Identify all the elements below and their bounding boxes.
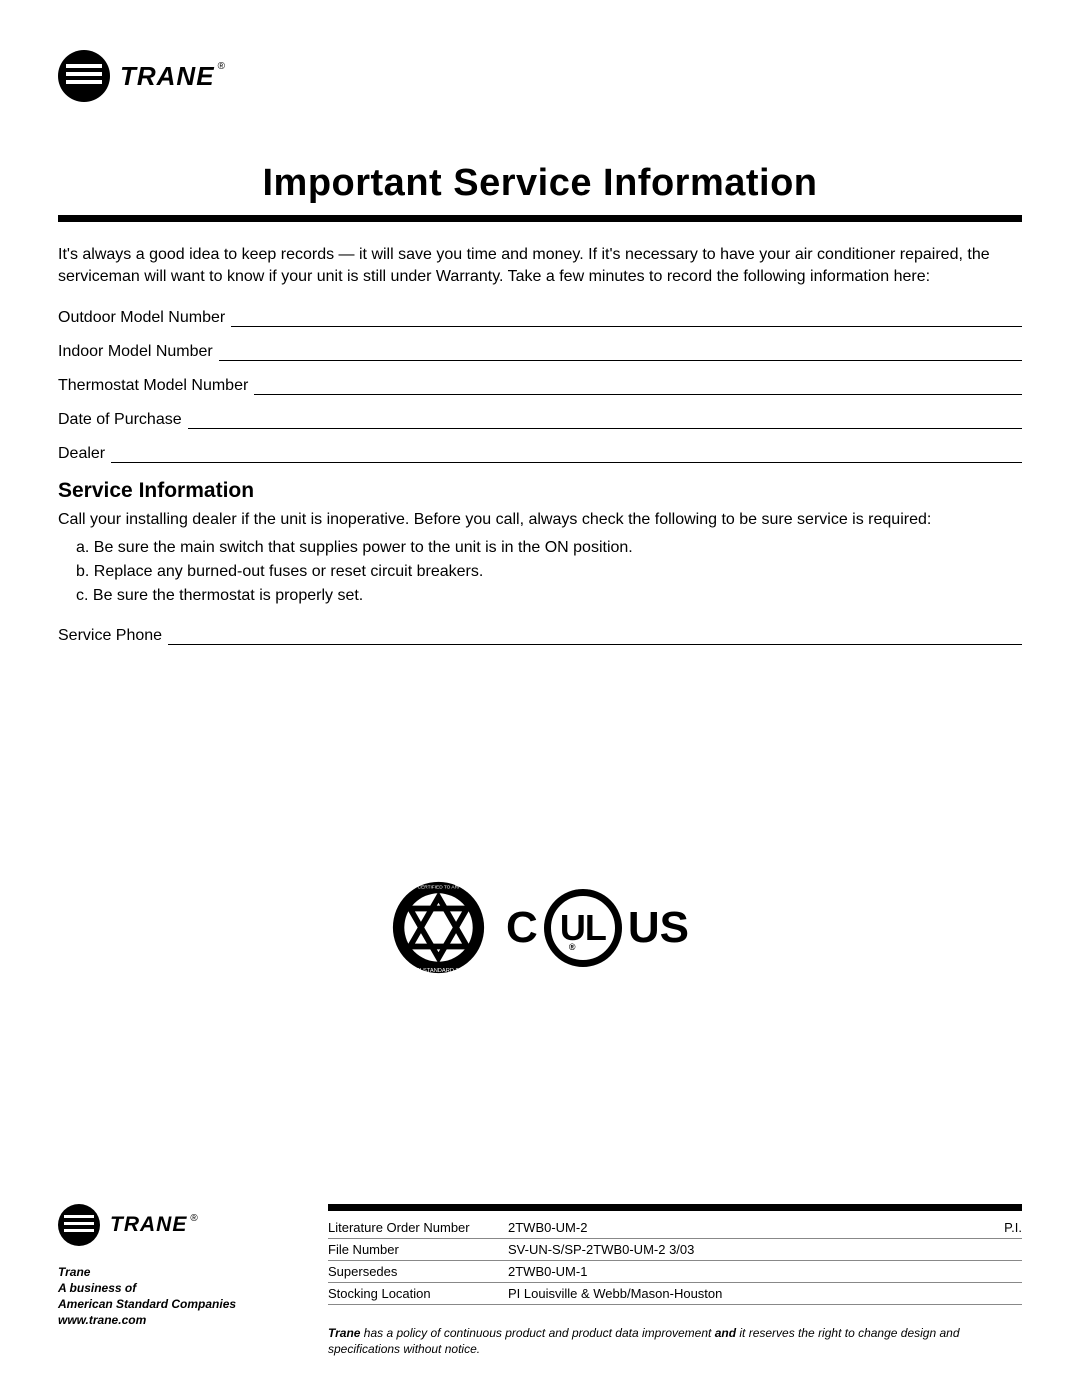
field-label: Outdoor Model Number [58, 309, 225, 327]
brand-logo-top: TRANE® [58, 50, 1022, 102]
field-blank-line [111, 449, 1022, 463]
list-item: b. Replace any burned-out fuses or reset… [76, 563, 1022, 581]
brand-registered: ® [190, 1213, 197, 1224]
company-line: American Standard Companies [58, 1296, 278, 1312]
field-blank-line [168, 631, 1022, 645]
table-row: Literature Order Number 2TWB0-UM-2 P.I. [328, 1217, 1022, 1239]
company-line: www.trane.com [58, 1312, 278, 1328]
service-intro: Call your installing dealer if the unit … [58, 511, 1022, 529]
field-label: Thermostat Model Number [58, 377, 248, 395]
intro-text: It's always a good idea to keep records … [58, 244, 1022, 287]
table-row: Stocking Location PI Louisville & Webb/M… [328, 1282, 1022, 1304]
ari-badge-icon: ARI STANDARD 240 CERTIFIED TO ARI [391, 880, 486, 975]
field-blank-line [219, 347, 1022, 361]
field-service-phone[interactable]: Service Phone [58, 627, 1022, 645]
brand-registered: ® [218, 61, 225, 72]
company-info: Trane A business of American Standard Co… [58, 1264, 278, 1329]
doc-key: Stocking Location [328, 1282, 508, 1304]
document-info-table: Literature Order Number 2TWB0-UM-2 P.I. … [328, 1217, 1022, 1305]
doc-right [983, 1238, 1023, 1260]
title-rule [58, 215, 1022, 222]
policy-bold: and [715, 1326, 736, 1340]
footer-rule [328, 1204, 1022, 1211]
field-date-of-purchase[interactable]: Date of Purchase [58, 411, 1022, 429]
doc-val: 2TWB0-UM-2 [508, 1217, 983, 1239]
doc-key: Literature Order Number [328, 1217, 508, 1239]
brand-circle-icon [58, 1204, 100, 1246]
company-line: Trane [58, 1264, 278, 1280]
company-line: A business of [58, 1280, 278, 1296]
field-indoor-model[interactable]: Indoor Model Number [58, 343, 1022, 361]
field-label: Date of Purchase [58, 411, 182, 429]
doc-val: 2TWB0-UM-1 [508, 1260, 983, 1282]
svg-text:ARI STANDARD 240: ARI STANDARD 240 [412, 968, 465, 974]
page-title: Important Service Information [58, 162, 1022, 205]
policy-brand: Trane [328, 1326, 360, 1340]
field-dealer[interactable]: Dealer [58, 445, 1022, 463]
service-checklist: a. Be sure the main switch that supplies… [58, 539, 1022, 605]
doc-right: P.I. [983, 1217, 1023, 1239]
svg-text:CERTIFIED TO ARI: CERTIFIED TO ARI [418, 885, 460, 891]
doc-key: Supersedes [328, 1260, 508, 1282]
field-label: Service Phone [58, 627, 162, 645]
brand-name: TRANE [120, 61, 215, 91]
policy-text: has a policy of continuous product and p… [360, 1326, 714, 1340]
list-item: c. Be sure the thermostat is properly se… [76, 587, 1022, 605]
field-label: Indoor Model Number [58, 343, 213, 361]
brand-logo-footer: TRANE® [58, 1204, 278, 1246]
policy-statement: Trane has a policy of continuous product… [328, 1325, 1022, 1357]
field-label: Dealer [58, 445, 105, 463]
doc-right [983, 1282, 1023, 1304]
ul-c-label: C [506, 903, 538, 953]
table-row: Supersedes 2TWB0-UM-1 [328, 1260, 1022, 1282]
brand-circle-icon [58, 50, 110, 102]
ul-listed-mark: C UL ® US [506, 889, 689, 967]
ul-mark-text: UL [560, 910, 606, 946]
field-blank-line [188, 415, 1022, 429]
ul-us-label: US [628, 903, 689, 953]
ul-registered: ® [569, 942, 576, 952]
doc-right [983, 1260, 1023, 1282]
ul-circle-icon: UL ® [544, 889, 622, 967]
certification-logos: ARI STANDARD 240 CERTIFIED TO ARI C UL ®… [0, 880, 1080, 980]
doc-val: SV-UN-S/SP-2TWB0-UM-2 3/03 [508, 1238, 983, 1260]
list-item: a. Be sure the main switch that supplies… [76, 539, 1022, 557]
brand-name: TRANE [110, 1213, 187, 1236]
service-info-heading: Service Information [58, 479, 1022, 503]
field-blank-line [254, 381, 1022, 395]
doc-key: File Number [328, 1238, 508, 1260]
doc-val: PI Louisville & Webb/Mason-Houston [508, 1282, 983, 1304]
field-thermostat-model[interactable]: Thermostat Model Number [58, 377, 1022, 395]
field-outdoor-model[interactable]: Outdoor Model Number [58, 309, 1022, 327]
page-footer: TRANE® Trane A business of American Stan… [58, 1204, 1022, 1357]
table-row: File Number SV-UN-S/SP-2TWB0-UM-2 3/03 [328, 1238, 1022, 1260]
field-blank-line [231, 313, 1022, 327]
